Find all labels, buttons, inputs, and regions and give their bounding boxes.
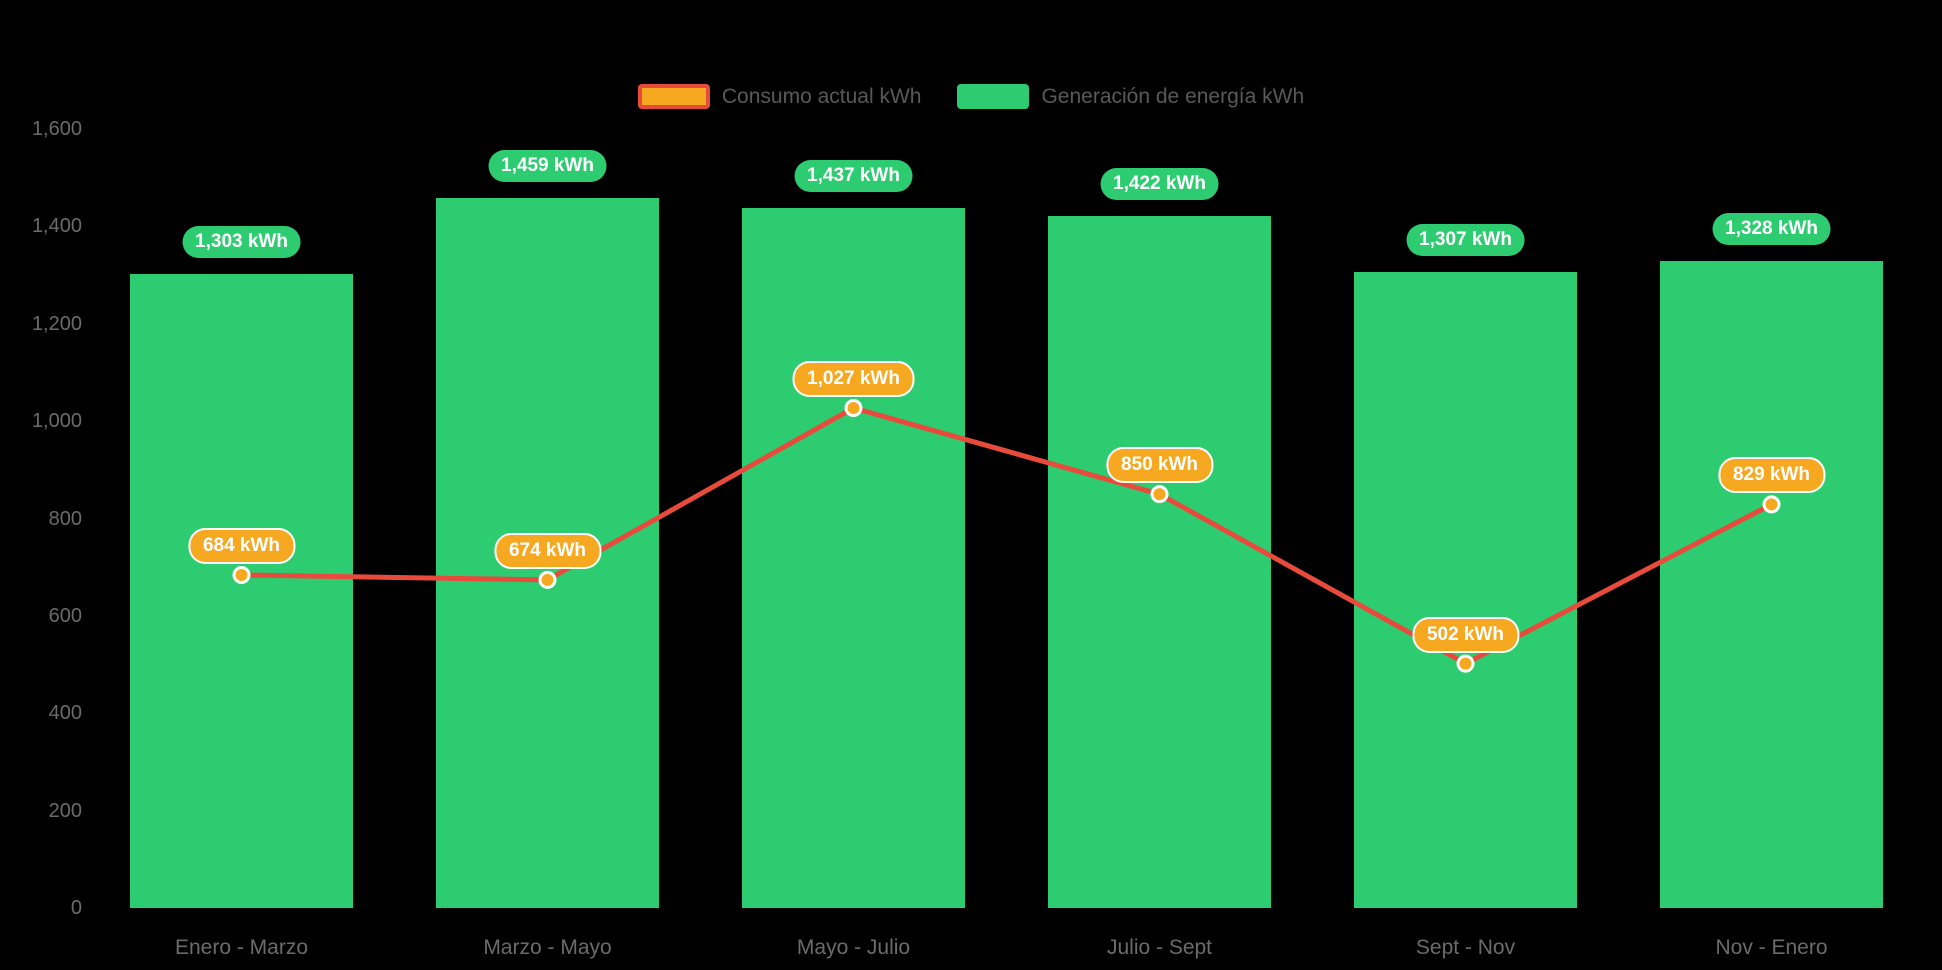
x-axis-category-label: Nov - Enero xyxy=(1715,936,1828,959)
y-axis-tick-label: 200 xyxy=(48,799,82,822)
generation-bar xyxy=(742,208,965,908)
y-axis-tick-label: 1,600 xyxy=(31,118,82,140)
consumption-value-label: 850 kWh xyxy=(1105,447,1214,484)
consumption-value-label: 684 kWh xyxy=(187,527,296,564)
generation-bar xyxy=(1048,215,1271,908)
x-axis-category-label: Sept - Nov xyxy=(1415,936,1516,959)
x-axis-category-label: Mayo - Julio xyxy=(796,936,911,959)
generation-bar xyxy=(1354,271,1577,908)
generation-value-label: 1,307 kWh xyxy=(1406,223,1525,256)
y-axis-tick-label: 800 xyxy=(48,507,82,530)
y-axis-tick-label: 600 xyxy=(48,604,82,627)
x-axis-category-label: Julio - Sept xyxy=(1106,936,1213,959)
consumo-legend-swatch-icon xyxy=(637,84,710,109)
consumption-value-label: 1,027 kWh xyxy=(792,360,915,397)
y-axis-tick-label: 400 xyxy=(48,702,82,725)
consumption-value-label: 674 kWh xyxy=(493,532,602,569)
generacion-legend-swatch-icon xyxy=(957,84,1030,109)
consumption-value-label: 829 kWh xyxy=(1717,457,1826,494)
generation-bar xyxy=(1660,261,1883,908)
y-axis-tick-label: 1,000 xyxy=(31,410,82,433)
consumption-value-label: 502 kWh xyxy=(1411,616,1520,653)
chart-legend: Consumo actual kWh Generación de energía… xyxy=(0,84,1942,109)
legend-label-consumo: Consumo actual kWh xyxy=(721,84,922,108)
y-axis-tick-label: 1,200 xyxy=(31,312,82,335)
generation-value-label: 1,459 kWh xyxy=(488,149,607,182)
generation-value-label: 1,328 kWh xyxy=(1712,213,1831,246)
legend-item-consumo-actual[interactable]: Consumo actual kWh xyxy=(637,84,922,109)
x-axis-category-label: Enero - Marzo xyxy=(174,936,309,959)
generation-bar xyxy=(130,273,353,908)
legend-label-generacion: Generación de energía kWh xyxy=(1041,84,1305,108)
y-axis-tick-label: 1,400 xyxy=(31,215,82,238)
generation-value-label: 1,422 kWh xyxy=(1100,167,1219,200)
generation-value-label: 1,303 kWh xyxy=(182,225,301,258)
y-axis-tick-label: 0 xyxy=(70,897,82,919)
generation-value-label: 1,437 kWh xyxy=(794,160,913,193)
legend-item-generacion[interactable]: Generación de energía kWh xyxy=(957,84,1304,109)
x-axis-category-label: Marzo - Mayo xyxy=(483,936,612,959)
